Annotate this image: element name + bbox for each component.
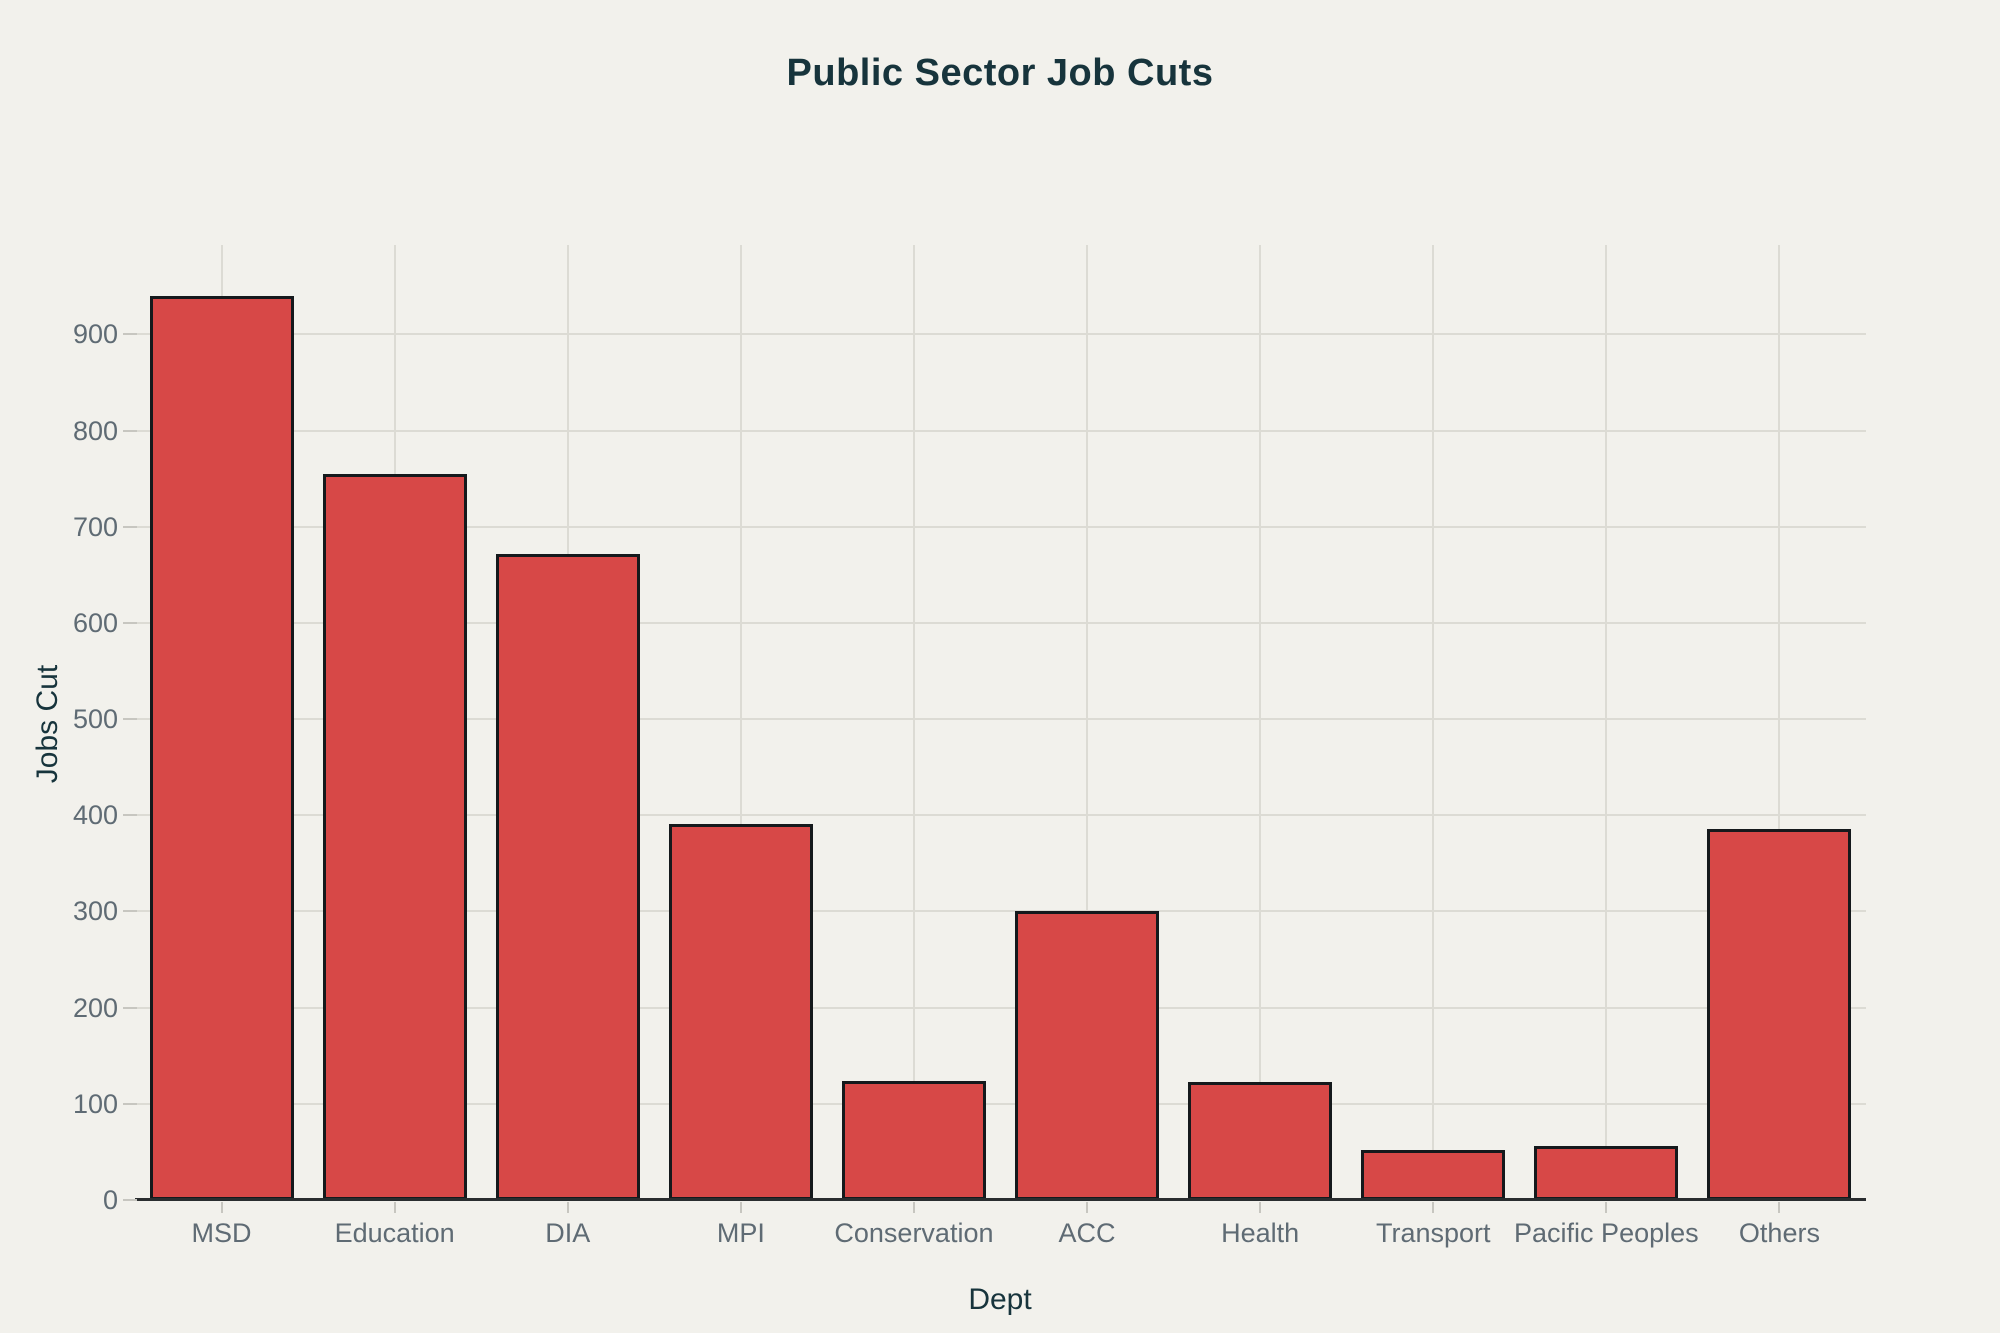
bar-dia [495, 554, 640, 1200]
x-axis-tick-msd [220, 1202, 223, 1213]
x-axis-tick-transport [1432, 1202, 1435, 1213]
y-axis-tick-label-0: 0 [102, 1185, 118, 1215]
y-axis-tick-700 [123, 525, 137, 528]
gridline-horizontal-100 [135, 1102, 1866, 1105]
bar-others [1707, 829, 1852, 1200]
y-axis-tick-label-900: 900 [72, 319, 118, 350]
y-axis-tick-300 [123, 910, 137, 913]
x-axis-tick-label-others: Others [1738, 1218, 1820, 1248]
gridline-horizontal-700 [135, 525, 1866, 528]
x-axis-tick-pacific-peoples [1605, 1202, 1608, 1213]
y-axis-tick-label-400: 400 [72, 800, 118, 831]
y-axis-tick-label-500: 500 [72, 704, 118, 735]
x-axis-tick-label-acc: ACC [1058, 1218, 1116, 1248]
bar-health [1188, 1082, 1333, 1200]
x-axis-tick-dia [566, 1202, 569, 1213]
gridline-horizontal-800 [135, 429, 1866, 432]
gridline-vertical-health [1259, 245, 1262, 1200]
y-axis-tick-500 [123, 718, 137, 721]
y-axis-tick-label-600: 600 [72, 607, 118, 638]
bar-acc [1015, 911, 1160, 1200]
bar-pacific-peoples [1534, 1146, 1679, 1200]
y-axis-tick-label-800: 800 [72, 415, 118, 446]
x-axis-tick-label-msd: MSD [191, 1218, 252, 1248]
gridline-vertical-others [1778, 245, 1781, 1200]
x-axis-title: Dept [968, 1283, 1032, 1316]
x-axis-tick-label-transport: Transport [1375, 1218, 1491, 1248]
x-axis-tick-label-conservation: Conservation [834, 1218, 994, 1248]
y-axis-tick-label-200: 200 [72, 992, 118, 1023]
chart-title: Public Sector Job Cuts [786, 52, 1214, 94]
gridline-vertical-conservation [912, 245, 915, 1200]
y-axis-tick-label-100: 100 [72, 1088, 118, 1119]
x-axis-tick-label-mpi: MPI [716, 1218, 765, 1248]
x-axis-line [135, 1198, 1866, 1201]
x-axis-tick-label-education: Education [334, 1218, 455, 1248]
y-axis-tick-200 [123, 1006, 137, 1009]
gridline-horizontal-600 [135, 621, 1866, 624]
y-axis-tick-900 [123, 333, 137, 336]
x-axis-tick-acc [1086, 1202, 1089, 1213]
bar-transport [1361, 1150, 1506, 1200]
gridline-vertical-pacific-peoples [1605, 245, 1608, 1200]
y-axis-tick-label-300: 300 [72, 896, 118, 927]
gridline-horizontal-300 [135, 910, 1866, 913]
x-axis-tick-label-pacific-peoples: Pacific Peoples [1514, 1218, 1699, 1248]
y-axis-tick-600 [123, 621, 137, 624]
y-axis-tick-label-700: 700 [72, 511, 118, 542]
x-axis-tick-label-health: Health [1221, 1218, 1300, 1248]
bar-education [322, 474, 467, 1200]
plot-area [135, 245, 1866, 1201]
gridline-vertical-acc [1086, 245, 1089, 1200]
x-axis-tick-conservation [912, 1202, 915, 1213]
bar-msd [149, 296, 294, 1200]
bar-mpi [668, 824, 813, 1200]
gridline-vertical-transport [1432, 245, 1435, 1200]
y-axis-tick-400 [123, 814, 137, 817]
gridline-horizontal-500 [135, 718, 1866, 721]
x-axis-tick-label-dia: DIA [545, 1218, 591, 1248]
gridline-horizontal-400 [135, 814, 1866, 817]
y-axis-tick-800 [123, 429, 137, 432]
y-axis-tick-0 [123, 1199, 137, 1201]
x-axis-tick-others [1778, 1202, 1781, 1213]
x-axis-tick-mpi [739, 1202, 742, 1213]
bar-conservation [841, 1081, 986, 1200]
x-axis-tick-education [393, 1202, 396, 1213]
gridline-vertical-mpi [739, 245, 742, 1200]
gridline-horizontal-200 [135, 1006, 1866, 1009]
x-axis-tick-health [1259, 1202, 1262, 1213]
gridline-horizontal-900 [135, 333, 1866, 336]
y-axis-tick-100 [123, 1102, 137, 1105]
